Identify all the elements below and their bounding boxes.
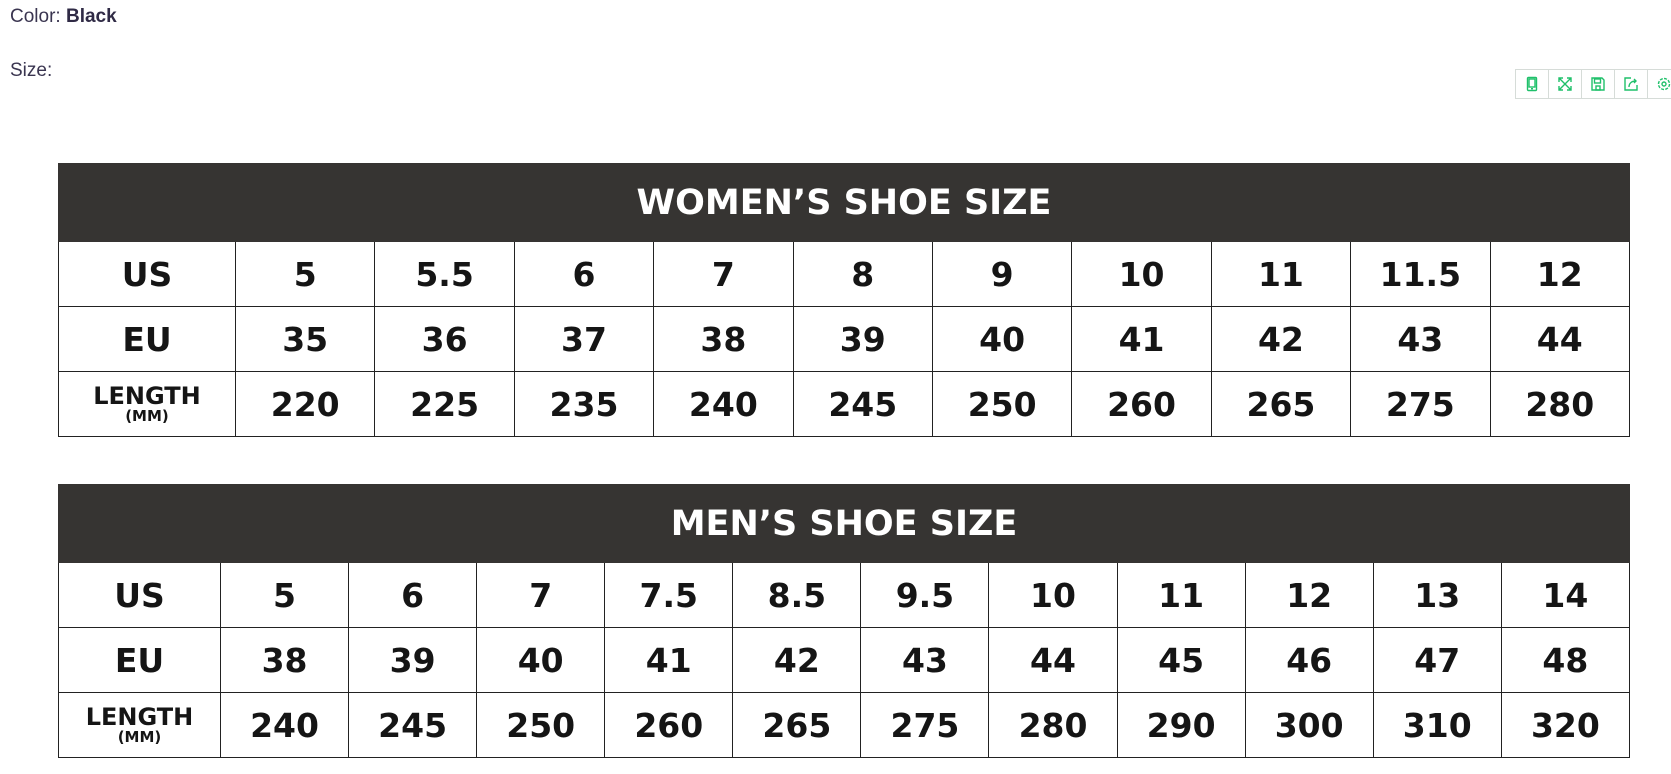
size-cell-us: 10	[988, 562, 1118, 628]
size-cell-length: 220	[234, 371, 376, 437]
row-length: LENGTH (MM) 220 225 235 240 245 250 260 265 275 280	[58, 371, 1631, 437]
size-cell-eu: 36	[374, 306, 515, 372]
tablet-icon[interactable]	[1516, 70, 1549, 98]
row-us: US 5 6 7 7.5 8.5 9.5 10 11 12 13 14	[58, 562, 1631, 628]
size-cell-length: 245	[792, 371, 933, 437]
length-unit: (MM)	[117, 728, 162, 746]
size-cell-length: 275	[1350, 371, 1491, 437]
size-cell-eu: 45	[1116, 627, 1246, 693]
size-cell-length: 260	[1071, 371, 1212, 437]
save-icon[interactable]	[1582, 70, 1615, 98]
size-cell-us: 5	[219, 562, 350, 628]
size-label: Size:	[10, 60, 53, 81]
size-cell-us: 9	[931, 241, 1073, 307]
size-cell-us: 7.5	[604, 562, 734, 628]
size-cell-us: 11.5	[1350, 241, 1491, 307]
size-cell-length: 265	[1210, 371, 1352, 437]
size-cell-eu: 41	[1071, 306, 1212, 372]
size-cell-length: 250	[931, 371, 1073, 437]
size-cell-eu: 44	[988, 627, 1118, 693]
size-cell-us: 12	[1489, 241, 1631, 307]
size-cell-eu: 37	[513, 306, 655, 372]
row-length: LENGTH (MM) 240 245 250 260 265 275 280 290 300 310…	[58, 692, 1631, 758]
size-cell-eu: 40	[931, 306, 1073, 372]
size-cell-us: 7	[653, 241, 794, 307]
color-label-text: Color:	[10, 6, 61, 27]
size-cell-eu: 43	[1350, 306, 1491, 372]
size-cell-length: 275	[860, 692, 990, 758]
share-icon[interactable]	[1615, 70, 1648, 98]
size-cell-us: 6	[348, 562, 478, 628]
size-cell-eu: 39	[792, 306, 933, 372]
size-cell-eu: 42	[1210, 306, 1352, 372]
size-cell-length: 260	[604, 692, 734, 758]
size-cell-eu: 41	[604, 627, 734, 693]
size-cell-length: 245	[348, 692, 478, 758]
row-label-us: US	[58, 562, 221, 628]
size-cell-eu: 46	[1244, 627, 1374, 693]
size-cell-length: 225	[374, 371, 515, 437]
size-cell-eu: 40	[476, 627, 606, 693]
size-cell-length: 320	[1500, 692, 1631, 758]
length-label: LENGTH	[85, 703, 194, 731]
size-cell-us: 10	[1071, 241, 1212, 307]
settings-icon[interactable]	[1648, 70, 1671, 98]
row-label-eu: EU	[58, 627, 221, 693]
size-cell-length: 250	[476, 692, 606, 758]
row-label-length: LENGTH (MM)	[58, 371, 236, 437]
size-cell-us: 13	[1372, 562, 1502, 628]
size-cell-eu: 47	[1372, 627, 1502, 693]
size-cell-us: 14	[1500, 562, 1631, 628]
mens-size-table: MEN’S SHOE SIZE US 5 6 7 7.5 8.5 9.5 10 11 12 13 14…	[58, 484, 1631, 758]
row-eu: EU 35 36 37 38 39 40 41 42 43 44	[58, 306, 1631, 372]
size-cell-eu: 43	[860, 627, 990, 693]
expand-icon[interactable]	[1549, 70, 1582, 98]
row-label-length: LENGTH (MM)	[58, 692, 221, 758]
size-cell-us: 5	[234, 241, 376, 307]
size-cell-us: 8	[792, 241, 933, 307]
image-toolbar	[1515, 69, 1671, 99]
size-cell-eu: 48	[1500, 627, 1631, 693]
size-cell-us: 9.5	[860, 562, 990, 628]
length-label: LENGTH	[93, 382, 201, 410]
size-cell-us: 5.5	[374, 241, 515, 307]
table-title: MEN’S SHOE SIZE	[58, 484, 1630, 563]
size-cell-us: 11	[1116, 562, 1246, 628]
size-cell-us: 11	[1210, 241, 1352, 307]
row-label-us: US	[58, 241, 236, 307]
size-cell-length: 265	[732, 692, 862, 758]
size-cell-length: 300	[1244, 692, 1374, 758]
row-us: US 5 5.5 6 7 8 9 10 11 11.5 12	[58, 241, 1631, 307]
table-title: WOMEN’S SHOE SIZE	[58, 163, 1630, 242]
size-cell-us: 7	[476, 562, 606, 628]
size-cell-length: 310	[1372, 692, 1502, 758]
size-cell-us: 6	[513, 241, 655, 307]
color-value: Black	[65, 6, 117, 27]
length-unit: (MM)	[125, 407, 169, 425]
size-cell-length: 235	[513, 371, 655, 437]
row-label-eu: EU	[58, 306, 236, 372]
size-cell-us: 8.5	[732, 562, 862, 628]
womens-size-table: WOMEN’S SHOE SIZE US 5 5.5 6 7 8 9 10 11 11.5 12 EU…	[58, 163, 1631, 437]
size-cell-length: 240	[653, 371, 794, 437]
size-cell-eu: 38	[219, 627, 350, 693]
row-eu: EU 38 39 40 41 42 43 44 45 46 47 48	[58, 627, 1631, 693]
size-cell-eu: 35	[234, 306, 376, 372]
size-cell-length: 280	[988, 692, 1118, 758]
size-cell-eu: 39	[348, 627, 478, 693]
size-cell-eu: 42	[732, 627, 862, 693]
size-cell-length: 240	[219, 692, 350, 758]
size-cell-eu: 44	[1489, 306, 1631, 372]
size-cell-length: 280	[1489, 371, 1631, 437]
size-cell-length: 290	[1116, 692, 1246, 758]
color-label: Color: Black	[10, 6, 117, 28]
size-cell-us: 12	[1244, 562, 1374, 628]
size-cell-eu: 38	[653, 306, 794, 372]
